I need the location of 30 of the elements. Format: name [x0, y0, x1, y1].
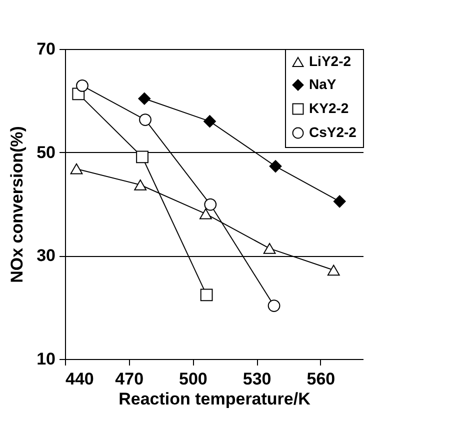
y-tick-label: 10	[36, 350, 56, 368]
point	[134, 179, 147, 190]
legend-label: NaY	[309, 76, 337, 92]
point	[268, 300, 280, 312]
y-axis-title: NOx conversion(%)	[8, 126, 27, 283]
legend-label: CsY2-2	[309, 124, 357, 140]
point	[76, 79, 88, 92]
y-tick-label: 50	[36, 142, 56, 162]
point	[139, 114, 152, 126]
legend-label: KY2-2	[309, 100, 349, 116]
point	[333, 195, 346, 208]
x-tick-label: 470	[115, 370, 144, 388]
x-tick-label: 560	[306, 370, 336, 388]
x-tick-label: 530	[242, 370, 272, 388]
point	[138, 92, 151, 105]
point	[200, 288, 213, 302]
x-tick-label: 440	[66, 370, 94, 388]
y-tick-label: 30	[36, 246, 56, 266]
y-tick-label: 70	[36, 40, 56, 58]
point	[70, 163, 83, 174]
point	[327, 264, 340, 276]
point	[263, 242, 276, 254]
point	[269, 160, 282, 172]
x-tick-label: 500	[179, 370, 208, 388]
point	[204, 198, 217, 211]
point	[200, 208, 212, 220]
x-axis-title: Reaction temperature/K	[118, 390, 312, 408]
legend-label: LiY2-2	[309, 53, 352, 69]
point	[204, 115, 216, 128]
point	[136, 150, 148, 164]
